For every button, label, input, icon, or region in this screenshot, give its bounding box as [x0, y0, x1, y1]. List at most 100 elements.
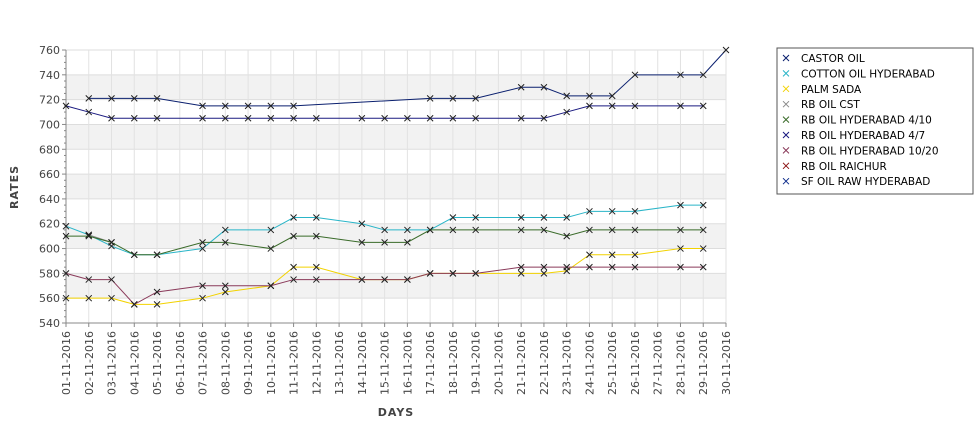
series-line	[66, 229, 704, 256]
legend-entry-label: COTTON OIL HYDERABAD	[801, 68, 935, 80]
y-tick-label: 560	[39, 292, 60, 305]
plot-band	[66, 273, 726, 299]
data-point	[130, 251, 138, 259]
data-point	[108, 294, 115, 302]
data-point	[426, 226, 434, 234]
data-point	[290, 263, 297, 271]
x-tick-label: 13-11-2016	[333, 331, 346, 395]
legend-entry-label: RB OIL CST	[801, 99, 860, 111]
data-point	[85, 95, 93, 102]
data-point	[358, 238, 366, 246]
data-point	[312, 232, 320, 240]
data-point	[290, 114, 297, 122]
y-tick-label: 540	[39, 317, 60, 330]
data-point	[677, 245, 684, 252]
legend-entry-label: RB OIL RAICHUR	[801, 161, 887, 173]
data-point	[699, 201, 707, 209]
data-point	[199, 245, 206, 252]
data-point	[449, 270, 457, 277]
x-tick-label: 17-11-2016	[424, 331, 437, 395]
x-tick-label: 12-11-2016	[310, 331, 323, 395]
y-tick-label: 760	[39, 44, 60, 57]
series-group	[62, 226, 707, 259]
data-point	[381, 226, 388, 234]
data-point	[358, 276, 366, 283]
data-point	[130, 95, 138, 102]
y-tick-label: 620	[39, 218, 60, 231]
x-tick-label: 16-11-2016	[401, 331, 414, 395]
legend-entry-label: CASTOR OIL	[801, 53, 865, 65]
data-point	[540, 114, 548, 122]
x-tick-label: 28-11-2016	[674, 331, 687, 395]
data-point	[586, 92, 593, 100]
data-point	[267, 245, 275, 252]
data-point	[108, 95, 115, 102]
series-group	[85, 46, 730, 110]
data-point	[267, 102, 275, 110]
x-tick-label: 09-11-2016	[242, 331, 255, 395]
data-point	[699, 245, 707, 252]
data-point	[472, 226, 480, 234]
legend-marker	[782, 85, 790, 93]
data-point	[540, 226, 548, 234]
data-point	[153, 288, 161, 296]
data-point	[290, 276, 297, 283]
data-point	[631, 263, 639, 271]
plot-band	[66, 74, 726, 100]
legend-entry-label: SF OIL RAW HYDERABAD	[801, 176, 930, 188]
data-point	[85, 232, 93, 240]
data-point	[608, 207, 616, 215]
data-point	[608, 251, 616, 259]
data-point	[586, 102, 593, 110]
data-point	[130, 114, 138, 122]
x-tick-label: 07-11-2016	[197, 331, 210, 395]
x-tick-label: 29-11-2016	[697, 331, 710, 395]
gridlines	[65, 49, 727, 324]
data-point	[199, 102, 206, 110]
data-point	[381, 238, 388, 246]
data-point	[221, 102, 229, 110]
legend-marker	[782, 100, 790, 108]
data-point	[244, 102, 252, 110]
legend-marker	[782, 70, 790, 77]
data-point	[722, 46, 730, 54]
legend-entry-label: PALM SADA	[801, 84, 862, 96]
y-tick-label: 660	[39, 168, 60, 181]
x-tick-label: 04-11-2016	[128, 331, 141, 395]
data-point	[517, 114, 525, 122]
data-point	[221, 282, 229, 290]
data-point	[631, 226, 639, 234]
x-tick-label: 25-11-2016	[606, 331, 619, 395]
data-point	[586, 263, 593, 271]
x-tick-label: 01-11-2016	[60, 331, 73, 395]
data-point	[563, 232, 571, 240]
data-point	[267, 282, 275, 290]
legend-marker	[782, 162, 790, 170]
data-point	[472, 114, 480, 122]
legend-marker	[782, 54, 790, 62]
axes	[62, 49, 727, 327]
legend-entry-label: RB OIL HYDERABAD 4/10	[801, 115, 932, 127]
data-point	[153, 95, 161, 102]
data-point	[449, 114, 457, 122]
data-point	[472, 95, 480, 102]
data-point	[540, 270, 548, 277]
data-point	[517, 83, 525, 91]
data-point	[290, 102, 297, 110]
data-point	[449, 95, 457, 102]
data-point	[267, 226, 275, 234]
plot-band	[66, 223, 726, 249]
data-point	[426, 270, 434, 277]
data-point	[472, 214, 480, 221]
x-tick-label: 30-11-2016	[720, 331, 733, 395]
x-tick-label: 18-11-2016	[447, 331, 460, 395]
data-point	[677, 263, 684, 271]
x-tick-label: 03-11-2016	[106, 331, 119, 395]
data-point	[631, 207, 639, 215]
data-point	[358, 220, 366, 228]
x-tick-label: 14-11-2016	[356, 331, 369, 395]
data-point	[608, 92, 616, 100]
data-point	[426, 114, 434, 122]
x-tick-label: 19-11-2016	[470, 331, 483, 395]
